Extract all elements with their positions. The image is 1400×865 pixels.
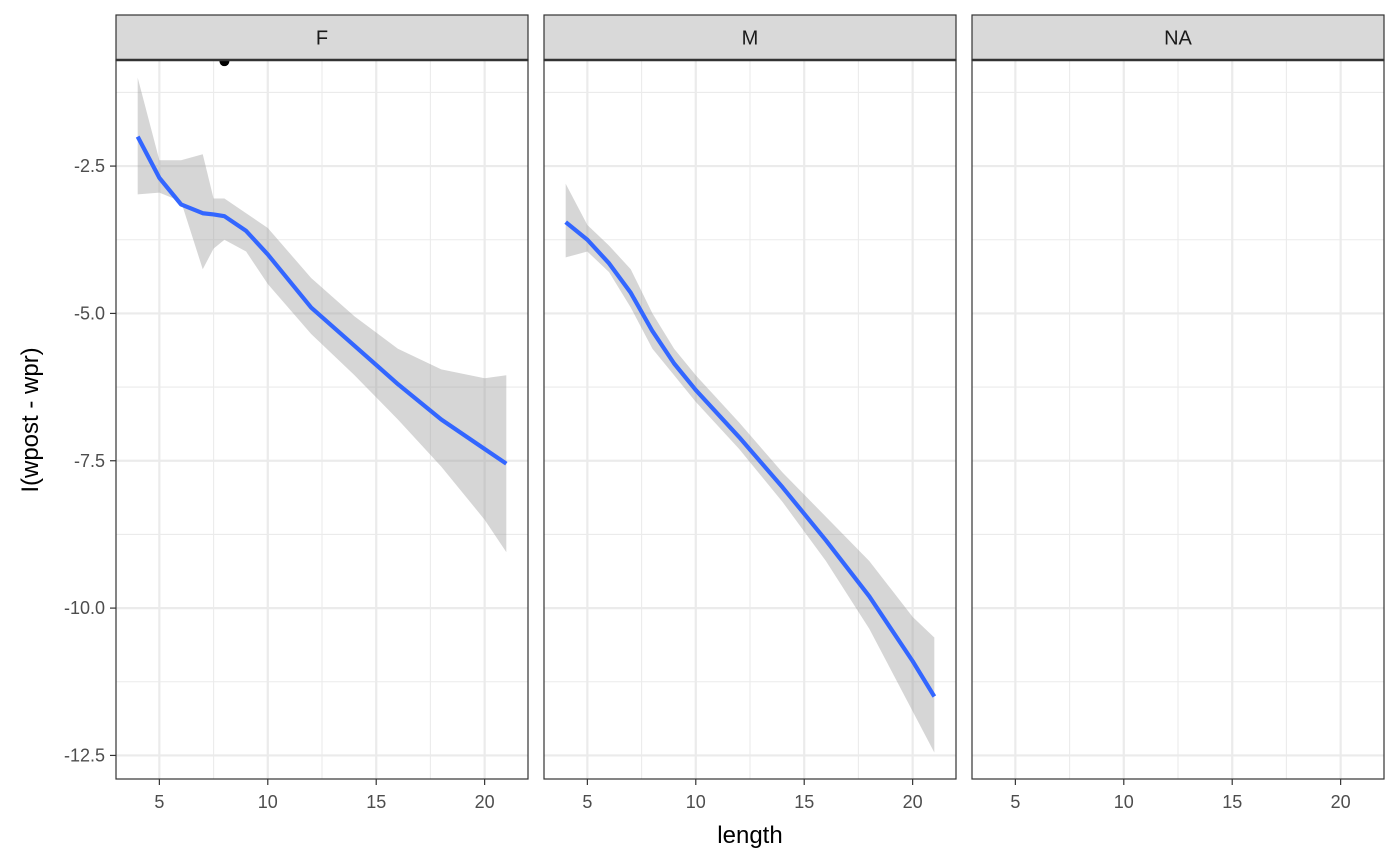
facet-strip	[971, 14, 1385, 61]
smooth-line	[564, 220, 937, 698]
x-tick-label: 15	[1222, 792, 1242, 812]
y-tick-label: -12.5	[64, 745, 105, 765]
x-tick-label: 10	[686, 792, 706, 812]
facet-strip-label: M	[742, 28, 759, 50]
y-tick-label: -7.5	[74, 451, 105, 471]
panels-layer: F 5 10 15 20 M 5 10 15 20 NA 5 10 15 20	[115, 14, 1385, 812]
smooth-line	[135, 135, 508, 466]
y-axis: -2.5 -5.0 -7.5 -10.0 -12.5	[64, 156, 116, 765]
x-tick-label: 5	[1010, 792, 1020, 812]
y-tick-label: -2.5	[74, 156, 105, 176]
y-tick-label: -5.0	[74, 303, 105, 323]
x-tick-label: 20	[1331, 792, 1351, 812]
x-tick-label: 5	[154, 792, 164, 812]
y-tick-label: -10.0	[64, 598, 105, 618]
panel-na: NA 5 10 15 20	[971, 14, 1385, 812]
x-tick-label: 10	[1114, 792, 1134, 812]
x-tick-label: 15	[366, 792, 386, 812]
x-tick-label: 10	[258, 792, 278, 812]
confidence-ribbon	[565, 183, 935, 753]
x-tick-label: 15	[794, 792, 814, 812]
facet-strip	[543, 14, 957, 61]
facet-strip-label: F	[316, 28, 328, 50]
facet-strip-label: NA	[1164, 28, 1192, 50]
panel-m: M 5 10 15 20	[543, 14, 957, 812]
y-axis-title: I(wpost - wpr)	[17, 347, 44, 492]
x-axis-title: length	[717, 822, 782, 849]
x-tick-label: 20	[903, 792, 923, 812]
x-tick-label: 5	[582, 792, 592, 812]
x-tick-label: 20	[475, 792, 495, 812]
panel-f: F 5 10 15 20	[115, 14, 529, 812]
